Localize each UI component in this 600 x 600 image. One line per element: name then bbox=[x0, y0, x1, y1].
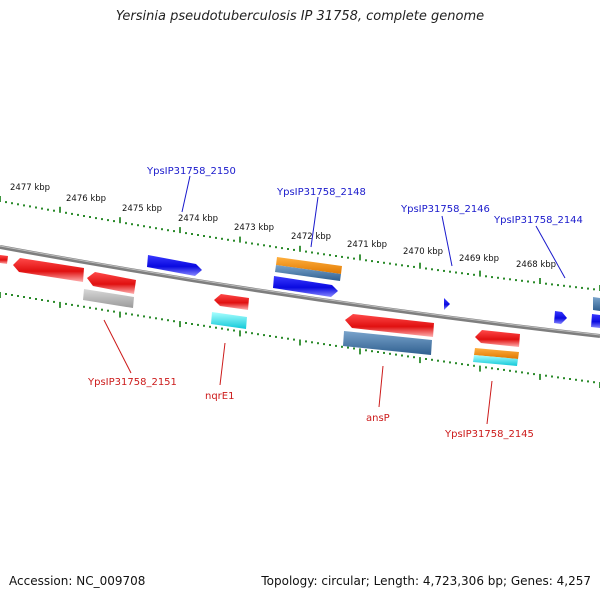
gene-label-bottom[interactable]: YpsIP31758_2151 bbox=[87, 377, 177, 388]
scale-label: 2472 kbp bbox=[291, 232, 331, 242]
scale-label: 2471 kbp bbox=[347, 240, 387, 250]
gene-arrow-2144[interactable] bbox=[554, 311, 567, 324]
gene-label-bottom[interactable]: ansP bbox=[366, 413, 390, 424]
accession-text: Accession: NC_009708 bbox=[9, 574, 146, 588]
gene-labels: YpsIP31758_2150 YpsIP31758_2148 YpsIP317… bbox=[87, 166, 583, 440]
reverse-strand-genes bbox=[0, 255, 520, 347]
gene-arrow-ansP[interactable] bbox=[345, 314, 434, 337]
gene-arrow-right-edge[interactable] bbox=[591, 314, 600, 328]
gene-arrow-2150[interactable] bbox=[147, 255, 202, 276]
leader-line-nqrE1 bbox=[219, 342, 226, 386]
scale-label: 2475 kbp bbox=[122, 204, 162, 214]
leader-line-2146 bbox=[441, 215, 453, 267]
gene-label-top[interactable]: YpsIP31758_2144 bbox=[493, 215, 583, 226]
scale-label: 2477 kbp bbox=[10, 183, 50, 193]
map-title: Yersinia pseudotuberculosis IP 31758, co… bbox=[115, 9, 485, 24]
scale-label: 2474 kbp bbox=[178, 214, 218, 224]
genome-summary-text: Topology: circular; Length: 4,723,306 bp… bbox=[261, 574, 591, 588]
feature-bars bbox=[83, 257, 600, 366]
feature-bar-orange-2145[interactable] bbox=[474, 348, 519, 359]
scale-label: 2469 kbp bbox=[459, 254, 499, 264]
leader-line-2145 bbox=[486, 380, 493, 425]
gene-arrow-2152[interactable] bbox=[13, 258, 84, 282]
gene-arrow-left-edge[interactable] bbox=[0, 255, 8, 264]
scale-label: 2468 kbp bbox=[516, 260, 556, 270]
gene-label-top[interactable]: YpsIP31758_2148 bbox=[276, 187, 366, 198]
feature-bar-cyan-2145[interactable] bbox=[473, 355, 518, 366]
feature-bar-steel-ansP[interactable] bbox=[343, 331, 432, 355]
gene-label-top[interactable]: YpsIP31758_2150 bbox=[146, 166, 236, 177]
gene-label-bottom[interactable]: nqrE1 bbox=[205, 391, 234, 402]
gene-label-top[interactable]: YpsIP31758_2146 bbox=[400, 204, 490, 215]
gene-arrow-2149[interactable] bbox=[273, 276, 338, 297]
upper-scale-ruler bbox=[0, 196, 600, 291]
lower-scale-ruler bbox=[0, 292, 600, 388]
genome-backbone bbox=[0, 245, 600, 338]
gene-arrow-2145[interactable] bbox=[475, 330, 520, 347]
gene-arrow-nqrE1[interactable] bbox=[214, 294, 249, 310]
feature-bar-steel[interactable] bbox=[275, 265, 341, 281]
gene-arrow-2151[interactable] bbox=[87, 272, 136, 294]
feature-bar-grey[interactable] bbox=[83, 289, 134, 308]
gene-arrow-2146[interactable] bbox=[444, 298, 450, 310]
leader-line-2151 bbox=[103, 319, 132, 374]
scale-label: 2473 kbp bbox=[234, 223, 274, 233]
scale-label: 2470 kbp bbox=[403, 247, 443, 257]
feature-bar-steel-right-edge[interactable] bbox=[593, 297, 600, 311]
label-leaders bbox=[103, 175, 566, 425]
scale-labels: 2477 kbp 2476 kbp 2475 kbp 2474 kbp 2473… bbox=[10, 183, 556, 270]
feature-bar-cyan[interactable] bbox=[211, 312, 247, 329]
scale-label: 2476 kbp bbox=[66, 194, 106, 204]
leader-line-2144 bbox=[535, 225, 566, 279]
leader-line-ansP bbox=[378, 365, 384, 408]
forward-strand-genes bbox=[147, 255, 600, 328]
feature-bar-orange[interactable] bbox=[276, 257, 342, 274]
leader-line-2150 bbox=[181, 175, 191, 213]
leader-line-2148 bbox=[310, 196, 319, 248]
gene-label-bottom[interactable]: YpsIP31758_2145 bbox=[444, 429, 534, 440]
